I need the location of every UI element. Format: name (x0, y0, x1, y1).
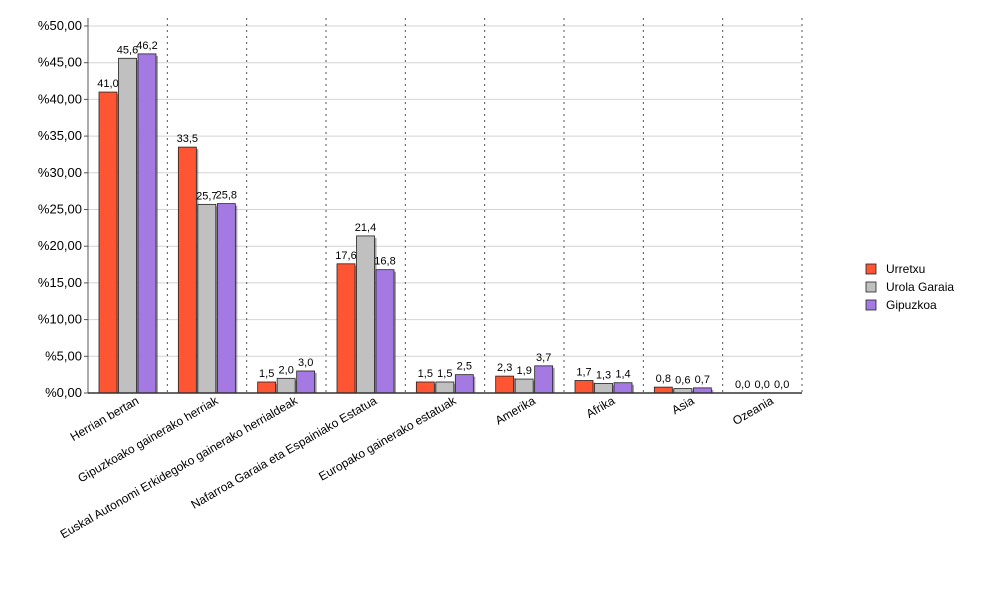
bar (216, 203, 236, 394)
data-label: 2,0 (279, 364, 294, 376)
data-label: 45,6 (117, 44, 138, 56)
data-label: 1,5 (259, 368, 274, 380)
y-tick-label: %30,00 (38, 165, 82, 180)
bar (98, 91, 118, 394)
bar (197, 203, 217, 394)
data-label: 1,9 (517, 365, 532, 377)
y-tick-label: %35,00 (38, 128, 82, 143)
data-label: 46,2 (136, 40, 157, 52)
x-category-label: Ozeania (730, 393, 776, 428)
data-label: 17,6 (335, 250, 356, 262)
legend-swatch (865, 281, 877, 293)
bar (356, 235, 375, 394)
legend: Urretxu Urola Garaia Gipuzkoa (865, 262, 954, 312)
data-label: 25,7 (196, 190, 217, 202)
data-label: 41,0 (97, 78, 118, 90)
data-label: 1,3 (596, 369, 611, 381)
y-tick-label: %15,00 (38, 275, 82, 290)
data-label: 2,5 (457, 361, 472, 373)
bar (454, 374, 474, 394)
data-label: 16,8 (374, 256, 395, 268)
bar (296, 370, 316, 394)
grid-lines (88, 18, 803, 393)
legend-label: Urretxu (886, 262, 925, 276)
data-labels: 41,0 45,646,2 33,5 25,725,8 1,5 2,0 3,0 17,6 21,… (97, 40, 789, 391)
x-category-label: Amerika (493, 393, 538, 427)
legend-swatch (865, 263, 877, 275)
x-category-label: Asia (669, 393, 696, 417)
data-label: 21,4 (355, 222, 376, 234)
bar (415, 381, 435, 394)
data-label: 0,0 (735, 379, 750, 391)
data-label: 2,3 (497, 362, 512, 374)
data-label: 1,7 (576, 367, 591, 379)
data-label: 0,8 (656, 373, 671, 385)
data-label: 25,8 (216, 190, 237, 202)
data-label: 1,5 (437, 368, 452, 380)
bar (574, 380, 594, 394)
data-label: 0,0 (755, 379, 770, 391)
bar (177, 146, 197, 394)
bar (495, 375, 515, 394)
data-label: 33,5 (177, 133, 198, 145)
bar (514, 378, 534, 394)
bar (137, 53, 157, 394)
data-label: 1,5 (418, 368, 433, 380)
x-category-label: Herrian bertan (68, 393, 141, 443)
y-axis: %0,00 %5,00 %10,00 %15,00 %20,00 %25,00 %30,00… (38, 18, 89, 400)
x-category-label: Europako gainerako estatuak (316, 393, 459, 484)
bar (692, 387, 712, 394)
bar (534, 365, 554, 394)
bar (118, 57, 137, 394)
x-category-label: Afrika (584, 393, 618, 421)
y-tick-label: %50,00 (38, 18, 82, 33)
bar (276, 377, 296, 394)
legend-swatch (865, 299, 877, 311)
data-label: 0,7 (695, 374, 710, 386)
bar (336, 263, 356, 394)
legend-label: Urola Garaia (886, 280, 954, 294)
y-tick-label: %40,00 (38, 91, 82, 106)
data-label: 0,6 (675, 375, 690, 387)
bar (257, 381, 277, 394)
bar (435, 381, 455, 394)
legend-label: Gipuzkoa (886, 298, 937, 312)
data-label: 3,7 (536, 352, 551, 364)
data-label: 1,4 (615, 369, 630, 381)
x-category-label: Gipuzkoako gainerako herriak (75, 393, 221, 485)
y-tick-label: %45,00 (38, 55, 82, 70)
y-tick-label: %20,00 (38, 238, 82, 253)
bar (375, 269, 395, 394)
data-label: 0,0 (774, 379, 789, 391)
data-label: 3,0 (298, 357, 313, 369)
bar (653, 386, 673, 394)
bars (98, 53, 714, 394)
y-tick-label: %0,00 (45, 385, 82, 400)
y-tick-label: %25,00 (38, 202, 82, 217)
y-tick-label: %10,00 (38, 312, 82, 327)
bar (594, 383, 613, 394)
y-tick-label: %5,00 (45, 348, 82, 363)
bar (613, 382, 633, 394)
